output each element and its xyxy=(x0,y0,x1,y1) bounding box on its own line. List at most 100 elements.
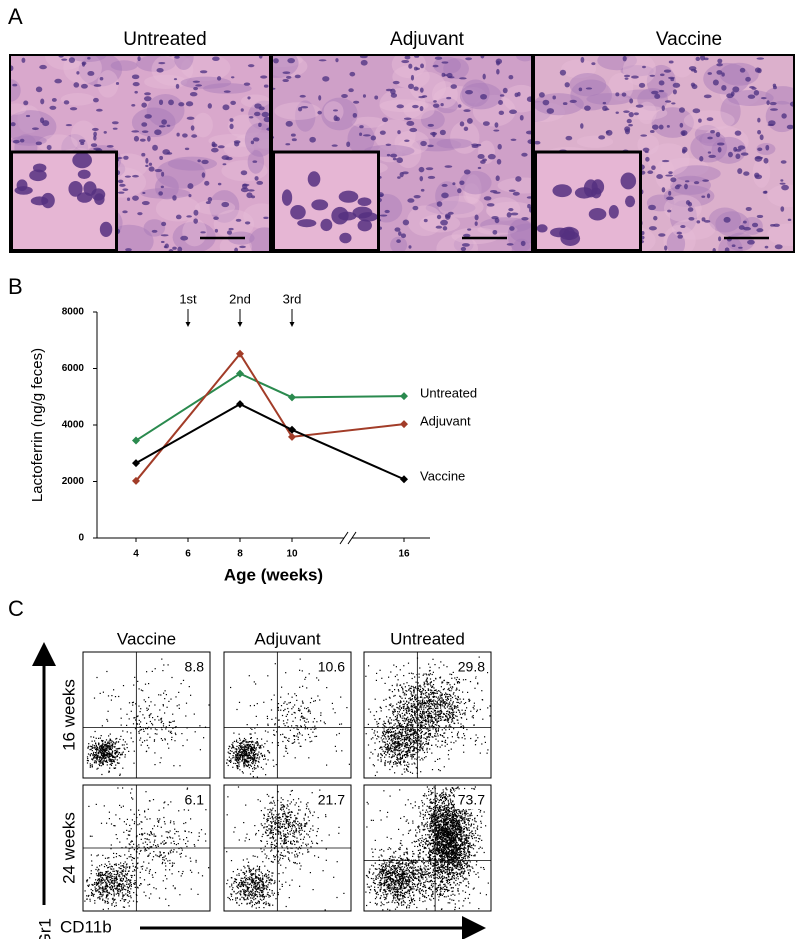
event-dot xyxy=(403,704,404,705)
event-dot xyxy=(299,733,300,734)
event-dot xyxy=(414,715,415,716)
event-dot xyxy=(414,747,415,748)
event-dot xyxy=(388,677,389,678)
event-dot xyxy=(457,707,458,708)
event-dot xyxy=(399,724,400,725)
x-tick-label: 6 xyxy=(185,549,191,560)
event-dot xyxy=(116,894,117,895)
event-dot xyxy=(464,714,465,715)
event-dot xyxy=(377,731,378,732)
event-dot xyxy=(119,748,120,749)
nucleus xyxy=(113,128,118,130)
nucleus xyxy=(757,57,765,59)
event-dot xyxy=(102,743,103,744)
event-dot xyxy=(389,738,390,739)
event-dot xyxy=(246,765,247,766)
event-dot xyxy=(398,702,399,703)
event-dot xyxy=(418,704,419,705)
event-dot xyxy=(400,669,401,670)
event-dot xyxy=(395,730,396,731)
event-dot xyxy=(302,716,303,717)
event-dot xyxy=(443,737,444,738)
event-dot xyxy=(432,704,433,705)
event-dot xyxy=(382,739,383,740)
event-dot xyxy=(411,739,412,740)
event-dot xyxy=(392,735,393,736)
event-dot xyxy=(105,742,106,743)
nucleus xyxy=(680,225,685,228)
event-dot xyxy=(391,723,392,724)
event-dot xyxy=(278,710,279,711)
event-dot xyxy=(298,737,299,738)
event-dot xyxy=(116,853,117,854)
event-dot xyxy=(107,764,108,765)
event-dot xyxy=(107,755,108,756)
event-dot xyxy=(140,721,141,722)
event-dot xyxy=(371,738,372,739)
event-dot xyxy=(489,715,490,716)
inset-nucleus xyxy=(29,170,47,182)
event-dot xyxy=(427,728,428,729)
event-dot xyxy=(428,705,429,706)
event-dot xyxy=(404,737,405,738)
event-dot xyxy=(112,751,113,752)
event-dot xyxy=(269,752,270,753)
nucleus xyxy=(748,94,755,98)
event-dot xyxy=(139,720,140,721)
event-dot xyxy=(425,733,426,734)
event-dot xyxy=(434,706,435,707)
event-dot xyxy=(150,701,151,702)
event-dot xyxy=(122,898,123,899)
event-dot xyxy=(398,761,399,762)
event-dot xyxy=(459,690,460,691)
nucleus xyxy=(427,145,433,147)
event-dot xyxy=(387,752,388,753)
event-dot xyxy=(393,738,394,739)
nucleus xyxy=(193,218,198,223)
event-dot xyxy=(138,844,139,845)
event-dot xyxy=(134,849,135,850)
event-dot xyxy=(406,765,407,766)
nucleus xyxy=(161,241,165,243)
event-dot xyxy=(115,758,116,759)
event-dot xyxy=(394,749,395,750)
event-dot xyxy=(437,698,438,699)
event-dot xyxy=(410,700,411,701)
event-dot xyxy=(92,890,93,891)
event-dot xyxy=(390,760,391,761)
event-dot xyxy=(127,867,128,868)
event-dot xyxy=(470,738,471,739)
event-dot xyxy=(374,730,375,731)
event-dot xyxy=(446,694,447,695)
event-dot xyxy=(374,765,375,766)
event-dot xyxy=(141,690,142,691)
event-dot xyxy=(450,708,451,709)
event-dot xyxy=(448,705,449,706)
event-dot xyxy=(161,738,162,739)
event-dot xyxy=(406,769,407,770)
event-dot xyxy=(475,744,476,745)
event-dot xyxy=(125,870,126,871)
event-dot xyxy=(111,695,112,696)
event-dot xyxy=(112,871,113,872)
event-dot xyxy=(335,746,336,747)
nucleus xyxy=(560,70,566,76)
event-dot xyxy=(449,702,450,703)
event-dot xyxy=(249,746,250,747)
event-dot xyxy=(444,720,445,721)
event-dot xyxy=(241,752,242,753)
event-dot xyxy=(166,694,167,695)
nucleus xyxy=(172,195,176,201)
event-dot xyxy=(114,893,115,894)
event-dot xyxy=(119,818,120,819)
event-dot xyxy=(121,718,122,719)
event-dot xyxy=(407,732,408,733)
nucleus xyxy=(413,87,418,91)
event-dot xyxy=(102,900,103,901)
event-dot xyxy=(439,699,440,700)
event-dot xyxy=(99,882,100,883)
event-dot xyxy=(397,755,398,756)
event-dot xyxy=(429,713,430,714)
nucleus xyxy=(242,184,249,187)
